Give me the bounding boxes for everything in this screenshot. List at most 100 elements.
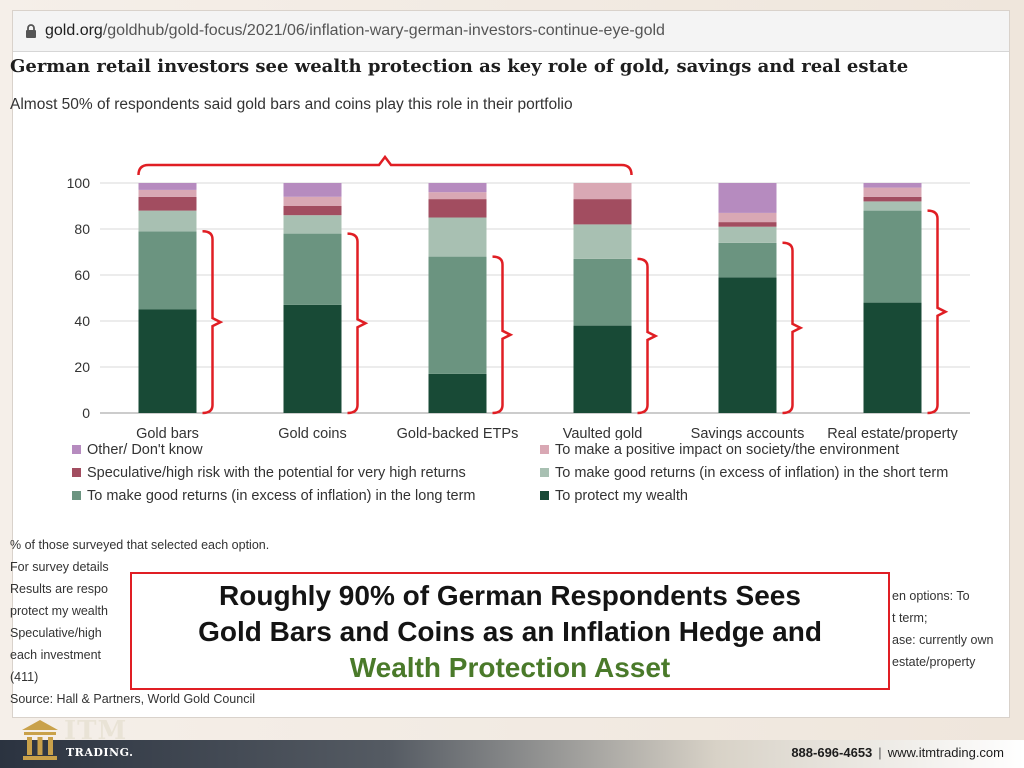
- bar-segment: [718, 212, 777, 223]
- legend-swatch: [540, 468, 549, 477]
- note-line: Speculative/high: [10, 626, 102, 640]
- url-host: gold.org: [45, 22, 103, 39]
- note-line-right: ase: currently own: [892, 633, 994, 647]
- note-line: Results are respo: [10, 582, 108, 596]
- y-tick-label: 100: [67, 175, 91, 191]
- bar-segment: [863, 183, 922, 188]
- red-bracket-annotation: [347, 232, 369, 415]
- bar-segment: [138, 309, 197, 413]
- chart-subtitle: Almost 50% of respondents said gold bars…: [10, 96, 573, 113]
- bar-segment: [573, 325, 632, 413]
- pillar-logo-icon: [22, 720, 58, 760]
- contact-info: 888-696-4653 | www.itmtrading.com: [791, 745, 1004, 760]
- legend-swatch: [72, 468, 81, 477]
- legend-label: To make a positive impact on society/the…: [555, 441, 900, 458]
- bar-segment: [428, 192, 487, 200]
- red-bracket-annotation: [927, 209, 949, 415]
- bar-segment: [283, 183, 342, 197]
- bar-segment: [573, 199, 632, 225]
- logo-name: ITM: [64, 716, 128, 746]
- chart-notes: % of those surveyed that selected each o…: [10, 534, 269, 710]
- x-tick-label: Vaulted gold: [563, 426, 643, 440]
- note-line: % of those surveyed that selected each o…: [10, 538, 270, 552]
- legend-swatch: [540, 445, 549, 454]
- red-bracket-annotation: [202, 230, 224, 415]
- bar-segment: [718, 183, 777, 213]
- callout-box: Roughly 90% of German Respondents Sees G…: [130, 572, 890, 690]
- bar-segment: [283, 233, 342, 305]
- legend-label: To protect my wealth: [555, 487, 688, 504]
- bar-segment: [718, 277, 777, 413]
- legend-swatch: [72, 491, 81, 500]
- itm-logo[interactable]: ITM TRADING.: [20, 716, 150, 762]
- x-tick-label: Gold coins: [278, 426, 347, 440]
- bar-segment: [428, 217, 487, 257]
- note-line: protect my wealth: [10, 604, 108, 618]
- bar-segment: [138, 210, 197, 232]
- note-line-right: en options: To: [892, 589, 970, 603]
- red-bracket-annotation: [782, 241, 804, 415]
- red-bracket-annotation: [492, 255, 514, 415]
- note-line: each investment: [10, 648, 102, 662]
- legend-swatch: [540, 491, 549, 500]
- bar-segment: [718, 242, 777, 278]
- legend-label: Other/ Don't know: [87, 441, 203, 458]
- legend-item: Other/ Don't know: [72, 440, 540, 459]
- callout-line: Roughly 90% of German Respondents Sees: [219, 580, 801, 611]
- bar-segment: [863, 210, 922, 303]
- callout-highlight: Wealth Protection Asset: [349, 652, 671, 683]
- red-top-bracket-annotation: [137, 154, 633, 176]
- chart-title: German retail investors see wealth prote…: [10, 56, 909, 77]
- bar-segment: [138, 189, 197, 197]
- source-line: Source: Hall & Partners, World Gold Coun…: [10, 692, 256, 706]
- bar-segment: [283, 196, 342, 206]
- note-line-right: t term;: [892, 611, 928, 625]
- legend-swatch: [72, 445, 81, 454]
- note-line: (411): [10, 670, 39, 684]
- red-bracket-annotation: [637, 257, 659, 415]
- bar-segment: [428, 373, 487, 413]
- bar-segment: [573, 258, 632, 326]
- bar-segment: [573, 183, 632, 200]
- y-tick-label: 40: [74, 313, 90, 329]
- legend-label: To make good returns (in excess of infla…: [87, 487, 476, 504]
- bar-segment: [283, 206, 342, 216]
- x-tick-label: Real estate/property: [827, 426, 958, 440]
- y-tick-label: 80: [74, 221, 90, 237]
- bar-segment: [718, 226, 777, 243]
- bar-segment: [863, 302, 922, 413]
- note-line-right: estate/property: [892, 655, 976, 669]
- legend-item: To make good returns (in excess of infla…: [72, 486, 540, 505]
- legend-item: To make a positive impact on society/the…: [540, 440, 980, 459]
- url-path: /goldhub/gold-focus/2021/06/inflation-wa…: [102, 22, 665, 39]
- y-tick-label: 60: [74, 267, 90, 283]
- bar-segment: [138, 231, 197, 310]
- bar-segment: [283, 304, 342, 413]
- bar-segment: [863, 187, 922, 197]
- stacked-bar-chart: 0 20 40 60 80 100 Gold bars Gold coins Gold-back…: [67, 154, 970, 440]
- bar-segment: [428, 199, 487, 218]
- bar-segment: [283, 215, 342, 234]
- legend-item: Speculative/high risk with the potential…: [72, 463, 540, 482]
- legend-label: Speculative/high risk with the potential…: [87, 464, 466, 481]
- y-tick-label: 0: [82, 405, 90, 421]
- lock-icon: [26, 24, 36, 38]
- logo-subtitle: TRADING.: [66, 746, 134, 759]
- y-tick-label: 20: [74, 359, 90, 375]
- bar-segment: [138, 196, 197, 211]
- website-link[interactable]: www.itmtrading.com: [887, 745, 1004, 760]
- footer-bar: [0, 740, 1024, 768]
- url-text[interactable]: gold.org/goldhub/gold-focus/2021/06/infl…: [45, 22, 665, 40]
- legend-item: To protect my wealth: [540, 486, 980, 505]
- phone-number[interactable]: 888-696-4653: [791, 745, 873, 760]
- legend-label: To make good returns (in excess of infla…: [555, 464, 949, 481]
- legend-item: To make good returns (in excess of infla…: [540, 463, 980, 482]
- bar-segment: [428, 256, 487, 374]
- callout-line: Gold Bars and Coins as an Inflation Hedg…: [198, 616, 822, 647]
- bar-segment: [863, 196, 922, 202]
- bar-segment: [863, 201, 922, 211]
- x-tick-label: Gold-backed ETPs: [397, 426, 519, 440]
- address-bar[interactable]: gold.org/goldhub/gold-focus/2021/06/infl…: [13, 11, 1009, 52]
- chart-legend: Other/ Don't know To make a positive impa…: [72, 440, 992, 505]
- bar-segment: [573, 224, 632, 259]
